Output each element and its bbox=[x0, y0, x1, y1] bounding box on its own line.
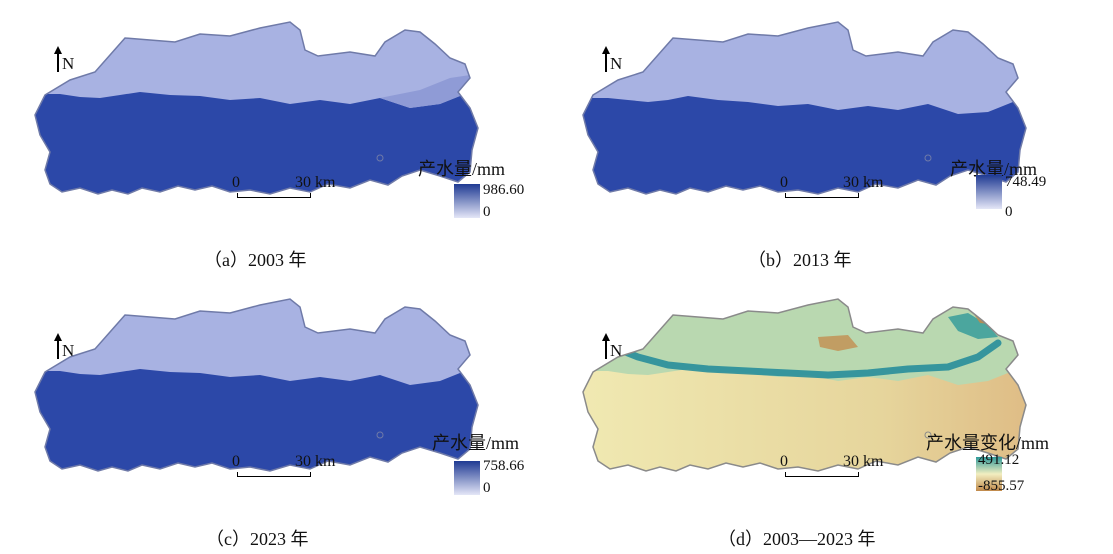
legend-min: 0 bbox=[483, 204, 491, 220]
scale-line bbox=[785, 193, 859, 198]
north-label: N bbox=[610, 54, 623, 73]
north-zone bbox=[583, 299, 1026, 385]
scale-line bbox=[785, 472, 859, 477]
scale-start: 0 bbox=[232, 174, 240, 191]
legend-color-ramp bbox=[454, 184, 480, 218]
water-yield-map-2023 bbox=[34, 298, 479, 472]
scale-bar: 0 30 km bbox=[780, 174, 910, 204]
scale-bar: 0 30 km bbox=[232, 174, 362, 204]
legend-max: 758.66 bbox=[483, 458, 525, 474]
legend-min: -855.57 bbox=[978, 478, 1025, 494]
north-label: N bbox=[62, 341, 75, 360]
scale-end: 30 km bbox=[295, 453, 336, 470]
gain-band bbox=[604, 339, 1002, 379]
legend-color-ramp bbox=[454, 461, 480, 495]
legend-max: 491.12 bbox=[978, 452, 1020, 468]
north-label: N bbox=[610, 341, 623, 360]
panel-caption: （b）2013 年 bbox=[748, 250, 852, 270]
scale-end: 30 km bbox=[843, 453, 884, 470]
north-arrow: N bbox=[602, 46, 622, 72]
north-arrow-icon bbox=[602, 46, 610, 72]
north-zone bbox=[583, 22, 1026, 114]
north-label: N bbox=[62, 54, 75, 73]
legend-color-ramp bbox=[976, 457, 1002, 491]
legend-title: 产水量/mm bbox=[432, 433, 520, 453]
legend-title: 产水量/mm bbox=[418, 159, 506, 179]
north-zone bbox=[35, 22, 478, 108]
legend-color-ramp bbox=[976, 175, 1002, 209]
scale-start: 0 bbox=[232, 453, 240, 470]
water-yield-map-2003 bbox=[34, 21, 479, 195]
north-zone bbox=[35, 299, 478, 385]
north-arrow-icon bbox=[602, 333, 610, 359]
scale-bar: 0 30 km bbox=[232, 453, 362, 483]
water-yield-change-map bbox=[582, 298, 1027, 472]
scale-start: 0 bbox=[780, 453, 788, 470]
legend-min: 0 bbox=[1005, 204, 1013, 220]
panel-caption: （d）2003—2023 年 bbox=[718, 529, 876, 549]
gain-cluster bbox=[948, 313, 998, 339]
panel-caption: （c）2023 年 bbox=[206, 529, 309, 549]
scale-bar: 0 30 km bbox=[780, 453, 910, 483]
map-panel-2003: N 产水量/mm 986.60 0 0 30 km （a）2003 年 bbox=[0, 0, 556, 277]
north-arrow-icon bbox=[54, 46, 62, 72]
legend-title: 产水量/mm bbox=[950, 159, 1038, 179]
water-yield-map-2013 bbox=[582, 21, 1027, 195]
panel-caption: （a）2003 年 bbox=[204, 250, 307, 270]
scale-end: 30 km bbox=[843, 174, 884, 191]
scale-end: 30 km bbox=[295, 174, 336, 191]
loss-patch bbox=[818, 335, 858, 351]
map-panel-change: N 产水量变化/mm 491.12 -855.57 0 30 km （d）200… bbox=[548, 277, 1104, 554]
scale-line bbox=[237, 193, 311, 198]
legend-max: 986.60 bbox=[483, 182, 525, 198]
north-arrow: N bbox=[54, 46, 74, 72]
north-arrow-icon bbox=[54, 333, 62, 359]
map-panel-2013: N 产水量/mm 748.49 0 0 30 km （b）2013 年 bbox=[548, 0, 1104, 277]
legend-title: 产水量变化/mm bbox=[926, 433, 1050, 453]
north-arrow: N bbox=[54, 333, 74, 359]
north-arrow: N bbox=[602, 333, 622, 359]
map-panel-2023: N 产水量/mm 758.66 0 0 30 km （c）2023 年 bbox=[0, 277, 556, 554]
legend-min: 0 bbox=[483, 480, 491, 496]
scale-line bbox=[237, 472, 311, 477]
scale-start: 0 bbox=[780, 174, 788, 191]
legend-max: 748.49 bbox=[1005, 174, 1047, 190]
